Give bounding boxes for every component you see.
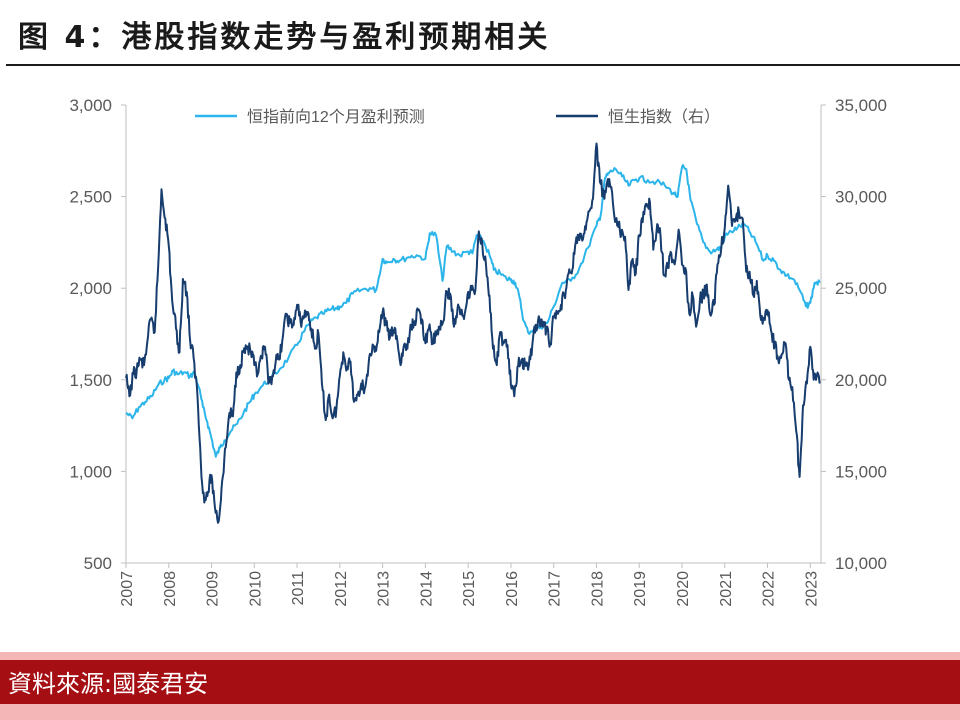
figure-title: 图 4：港股指数走势与盈利预期相关 <box>18 20 551 55</box>
source-caption: 資料來源:國泰君安 <box>8 670 209 698</box>
x-tick-label: 2007 <box>119 571 136 607</box>
right-tick-label: 20,000 <box>835 371 887 390</box>
right-tick-label: 35,000 <box>835 96 887 115</box>
x-tick-label: 2008 <box>162 571 179 607</box>
x-tick-label: 2012 <box>333 571 350 607</box>
x-tick-label: 2020 <box>675 571 692 607</box>
x-tick-label: 2021 <box>718 571 735 607</box>
chart-series <box>125 142 821 524</box>
right-tick-label: 30,000 <box>835 188 887 207</box>
chart: 500 1,000 1,500 2,000 2,500 3,000 10,000 15,000… <box>69 96 887 607</box>
x-tick-label: 2017 <box>547 571 564 607</box>
x-tick-label: 2023 <box>803 571 820 607</box>
right-tick-label: 10,000 <box>835 554 887 573</box>
x-tick-label: 2015 <box>461 571 478 607</box>
series-line-eps-forecast <box>125 164 821 458</box>
source-band <box>0 660 960 704</box>
left-tick-label: 2,000 <box>69 279 112 298</box>
x-tick-label: 2018 <box>589 571 606 607</box>
x-tick-label: 2010 <box>247 571 264 607</box>
x-tick-label: 2009 <box>205 571 222 607</box>
x-tick-label: 2016 <box>504 571 521 607</box>
left-tick-label: 2,500 <box>69 188 112 207</box>
chart-axes: 500 1,000 1,500 2,000 2,500 3,000 10,000 15,000… <box>69 96 887 607</box>
legend-label: 恒生指数（右） <box>608 108 720 126</box>
left-tick-label: 1,000 <box>69 462 112 481</box>
title-divider <box>6 64 960 66</box>
x-tick-label: 2019 <box>632 571 649 607</box>
right-tick-label: 25,000 <box>835 279 887 298</box>
left-tick-label: 1,500 <box>69 371 112 390</box>
legend-label: 恒指前向12个月盈利预测 <box>247 108 425 126</box>
x-tick-label: 2013 <box>376 571 393 607</box>
x-tick-label: 2022 <box>761 571 778 607</box>
left-tick-label: 500 <box>84 554 112 573</box>
series-line-hang-seng-index <box>125 142 821 524</box>
right-tick-label: 15,000 <box>835 462 887 481</box>
x-tick-label: 2014 <box>418 571 435 607</box>
chart-legend: 恒指前向12个月盈利预测 恒生指数（右） <box>195 108 720 126</box>
left-tick-label: 3,000 <box>69 96 112 115</box>
x-tick-label: 2011 <box>290 571 307 606</box>
